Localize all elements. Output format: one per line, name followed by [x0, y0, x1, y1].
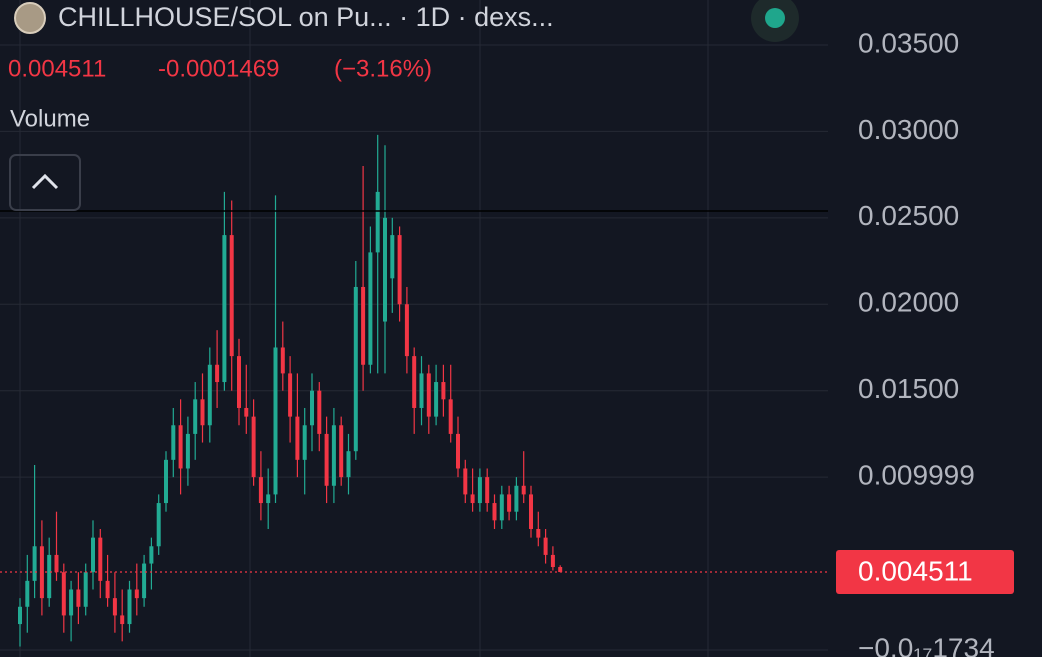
- candle-body: [229, 235, 234, 357]
- candle-body: [61, 572, 66, 616]
- y-tick-label: 0.03500: [858, 27, 959, 58]
- candle-body: [521, 485, 526, 495]
- candle-body: [76, 589, 81, 607]
- candle-body: [529, 494, 533, 529]
- candle-body: [558, 567, 563, 573]
- candle-body: [507, 494, 512, 512]
- candle-body: [288, 373, 293, 417]
- vertical-grid: [19, 0, 709, 657]
- candle-body: [178, 425, 183, 469]
- token-icon: [14, 2, 46, 34]
- last-price: 0.004511: [8, 55, 106, 82]
- y-tick-label: −0.0₁₇1734: [858, 632, 995, 657]
- candle-body: [419, 373, 424, 408]
- candle-body: [434, 382, 439, 417]
- y-tick-label: 0.02500: [858, 200, 959, 231]
- candle-body: [514, 485, 519, 512]
- candle-body: [397, 235, 402, 305]
- candle-body: [441, 382, 446, 400]
- candle-body: [222, 235, 227, 383]
- candle-body: [390, 235, 395, 279]
- candle-body: [448, 399, 453, 434]
- candle-body: [324, 433, 329, 486]
- candle-body: [164, 459, 168, 504]
- candle-body: [339, 425, 344, 478]
- candle-body: [383, 217, 387, 322]
- price-change-pct: (−3.16%): [334, 55, 432, 82]
- y-tick-label: 0.02000: [858, 287, 959, 318]
- candle-body: [207, 364, 212, 426]
- candle-body: [375, 191, 380, 253]
- candle-body: [112, 598, 117, 616]
- candle-body: [477, 477, 482, 504]
- candle-body: [83, 572, 88, 607]
- candle-body: [353, 286, 358, 452]
- candle-body: [105, 580, 110, 599]
- candle-body: [463, 468, 468, 495]
- candle-body: [499, 494, 504, 521]
- candle-body: [54, 554, 59, 573]
- candle-body: [295, 416, 300, 460]
- candle-body: [142, 563, 147, 599]
- candle-body: [91, 537, 95, 573]
- indicator-label: Volume: [10, 105, 90, 132]
- last-price-label: 0.004511: [858, 555, 973, 586]
- last-price-tag: [836, 550, 1014, 595]
- candle-body: [69, 589, 74, 616]
- candle-body: [244, 407, 249, 417]
- candle-body: [317, 390, 322, 434]
- candle-body: [331, 425, 336, 486]
- candle-body: [273, 347, 278, 495]
- candle-body: [127, 589, 132, 625]
- candle-body: [215, 364, 220, 383]
- candle-body: [302, 425, 307, 460]
- candle-body: [485, 477, 490, 504]
- candle-body: [156, 503, 161, 547]
- chevron-up: [31, 173, 59, 190]
- candle-body: [185, 433, 190, 469]
- candle-body: [32, 546, 37, 581]
- candle-body: [200, 399, 205, 426]
- candle-body: [426, 373, 431, 417]
- candle-body: [171, 425, 176, 460]
- candle-body: [258, 477, 263, 504]
- chart-title: CHILLHOUSE/SOL on Pu... · 1D · dexs...: [58, 2, 554, 32]
- collapse-button[interactable]: [9, 154, 81, 211]
- candle-body: [237, 356, 241, 408]
- candle-body: [550, 554, 555, 568]
- y-tick-label: 0.009999: [858, 460, 975, 491]
- candle-body: [536, 528, 541, 538]
- candle-body: [456, 433, 460, 469]
- y-tick-label: 0.03000: [858, 114, 959, 145]
- candle-body: [361, 286, 366, 365]
- plot: [0, 44, 828, 651]
- candle-body: [18, 606, 22, 625]
- candle-body: [492, 503, 497, 521]
- candle-body: [266, 494, 271, 504]
- candle-body: [412, 356, 417, 408]
- candle-body: [120, 615, 125, 625]
- price-change: -0.0001469: [158, 55, 279, 82]
- candle-body: [25, 580, 30, 607]
- candle-body: [47, 554, 52, 599]
- candle-body: [149, 546, 154, 564]
- candle-body: [346, 451, 351, 478]
- candle-body: [470, 494, 475, 504]
- y-tick-label: 0.01500: [858, 373, 959, 404]
- candle-body: [251, 416, 256, 478]
- status-dot: [765, 8, 785, 28]
- candle-body: [193, 399, 198, 434]
- candle-body: [543, 537, 548, 555]
- candle-body: [368, 252, 373, 365]
- candle-body: [310, 390, 314, 426]
- candle-body: [280, 347, 285, 374]
- candle-body: [404, 304, 409, 357]
- candle-body: [134, 589, 139, 599]
- candle-body: [98, 537, 103, 581]
